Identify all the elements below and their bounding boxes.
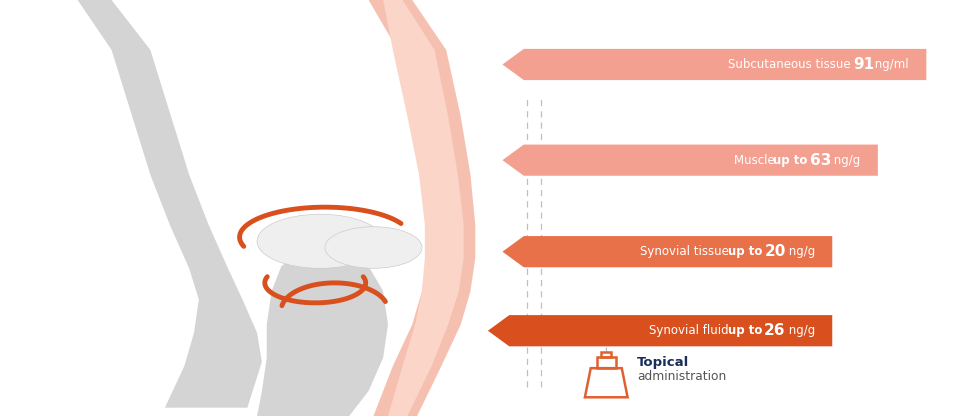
FancyArrow shape: [502, 144, 877, 176]
Text: Muscle: Muscle: [733, 154, 777, 167]
Text: 20: 20: [764, 244, 785, 259]
Text: Synovial fluid: Synovial fluid: [648, 324, 732, 337]
FancyArrow shape: [487, 315, 831, 346]
Text: 63: 63: [809, 153, 830, 168]
Polygon shape: [194, 241, 388, 416]
Circle shape: [325, 227, 422, 268]
Text: Subcutaneous tissue: Subcutaneous tissue: [728, 58, 854, 71]
Text: up to: up to: [727, 324, 766, 337]
FancyArrow shape: [502, 49, 925, 80]
Text: up to: up to: [727, 245, 766, 258]
FancyArrow shape: [502, 236, 831, 267]
Text: ng/g: ng/g: [829, 154, 860, 167]
Text: up to: up to: [772, 154, 811, 167]
Text: administration: administration: [637, 370, 726, 383]
Text: ng/ml: ng/ml: [870, 58, 908, 71]
Polygon shape: [383, 0, 463, 416]
Text: ng/g: ng/g: [784, 324, 814, 337]
Text: Synovial tissue: Synovial tissue: [640, 245, 732, 258]
Text: 26: 26: [764, 323, 785, 338]
Polygon shape: [0, 0, 262, 408]
Polygon shape: [368, 0, 475, 416]
Text: Topical: Topical: [637, 356, 689, 369]
Circle shape: [257, 214, 383, 268]
Text: 91: 91: [852, 57, 873, 72]
Text: ng/g: ng/g: [784, 245, 814, 258]
